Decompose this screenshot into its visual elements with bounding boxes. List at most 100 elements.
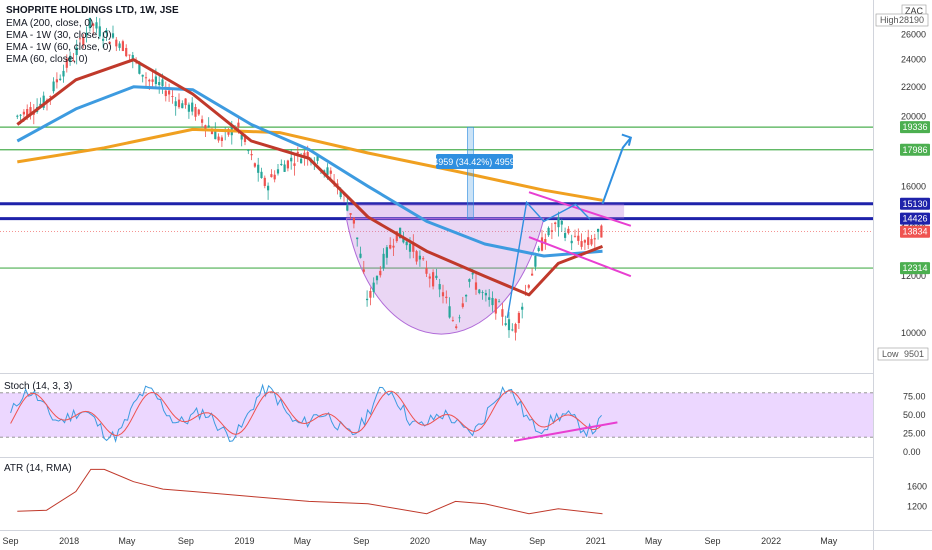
candle-body (339, 191, 342, 198)
candle-body (389, 244, 392, 249)
pane-separator (0, 373, 873, 374)
high-tag (875, 13, 929, 27)
candle-body (408, 243, 412, 252)
stoch-k-line (10, 383, 602, 444)
candle-body (161, 79, 164, 86)
high-value: 28190 (899, 15, 924, 25)
stoch-trendline (513, 421, 618, 442)
candle-body (547, 227, 550, 236)
low-tag (877, 347, 929, 361)
candle-body (488, 297, 491, 300)
candle-body (425, 268, 428, 274)
candle-body (55, 79, 58, 83)
candle-body (382, 253, 385, 269)
candle-body (65, 58, 68, 68)
price-tick-label: 10000 (901, 328, 926, 338)
candle-body (418, 255, 421, 260)
legend-ema200: EMA (200, close, 0) (6, 18, 93, 29)
time-tick-label: May (294, 536, 312, 546)
candle-body (359, 253, 362, 258)
candle-body (197, 109, 200, 115)
low-label: Low (882, 349, 899, 359)
stoch-d-line (10, 390, 602, 437)
price-tag-box (900, 225, 930, 238)
axis-separator (0, 530, 932, 531)
candle-body (204, 125, 207, 130)
time-tick-label: Sep (529, 536, 545, 546)
candle-body (491, 297, 494, 306)
candle-body (445, 296, 448, 299)
candle-body (511, 329, 514, 331)
price-tag-label: 15130 (902, 199, 927, 209)
candle-body (191, 102, 194, 112)
legend-ema60-1w: EMA - 1W (60, close, 0) (6, 42, 112, 53)
candle-body (600, 225, 603, 238)
candle-body (379, 270, 382, 276)
candle-body (154, 76, 157, 85)
candle-body (257, 164, 260, 173)
candle-body (177, 99, 181, 108)
candle-body (250, 154, 253, 156)
time-tick-label: May (820, 536, 838, 546)
candle-body (19, 114, 22, 116)
price-tag-label: 12314 (902, 263, 927, 273)
candle-body (352, 217, 355, 224)
candle-body (504, 323, 507, 325)
channel-lower (528, 236, 632, 278)
candle-body (471, 272, 474, 275)
candle-body (207, 125, 210, 127)
candle-body (316, 154, 319, 161)
candle-body (214, 130, 217, 140)
candle-body (431, 272, 435, 287)
price-tag-label: 17986 (902, 145, 927, 155)
candle-body (62, 70, 65, 77)
candle-body (75, 47, 78, 56)
price-tick-label: 12000 (901, 271, 926, 281)
candle-body (174, 101, 177, 107)
stoch-tick-label: 50.00 (903, 410, 926, 420)
candle-body (596, 228, 600, 232)
atr-label: ATR (14, RMA) (4, 463, 72, 474)
candle-body (448, 306, 451, 318)
candle-body (557, 217, 560, 228)
time-tick-label: Sep (705, 536, 721, 546)
candle-body (537, 247, 540, 252)
candle-body (356, 237, 359, 240)
candle-body (167, 90, 171, 95)
candle-body (299, 158, 303, 164)
candle-body (184, 98, 187, 106)
axis-separator (873, 0, 874, 550)
atr-line (17, 468, 603, 515)
low-value: 9501 (904, 349, 924, 359)
candle-body (26, 109, 29, 118)
time-tick-label: 2022 (761, 536, 781, 546)
candle-body (128, 54, 131, 56)
atr-tick-label: 1600 (907, 482, 927, 492)
candle-body (118, 43, 121, 48)
candle-body (428, 276, 431, 279)
high-label: High (880, 15, 899, 25)
candle-body (52, 81, 55, 92)
time-tick-label: May (470, 536, 488, 546)
measure-label-box (436, 154, 513, 169)
candle-body (494, 298, 497, 314)
candle-body (253, 163, 256, 167)
candle-body (517, 312, 520, 324)
candle-body (85, 32, 88, 36)
price-axis[interactable]: 2600024000220002000018000160001400012000… (900, 30, 930, 512)
candle-body (329, 170, 332, 174)
candle-body (92, 23, 95, 26)
candle-body (577, 235, 580, 241)
candle-body (290, 157, 293, 162)
candle-body (280, 163, 283, 166)
candle-body (550, 230, 553, 232)
candle-body (49, 96, 52, 97)
candle-body (158, 82, 161, 86)
candle-body (365, 298, 369, 301)
candle-body (247, 150, 250, 152)
time-axis[interactable]: Sep 2018 May Sep 2019 May Sep 2020 May Sep 2021 May… (3, 536, 838, 546)
time-tick-label: May (118, 536, 136, 546)
candle-body (590, 238, 593, 245)
